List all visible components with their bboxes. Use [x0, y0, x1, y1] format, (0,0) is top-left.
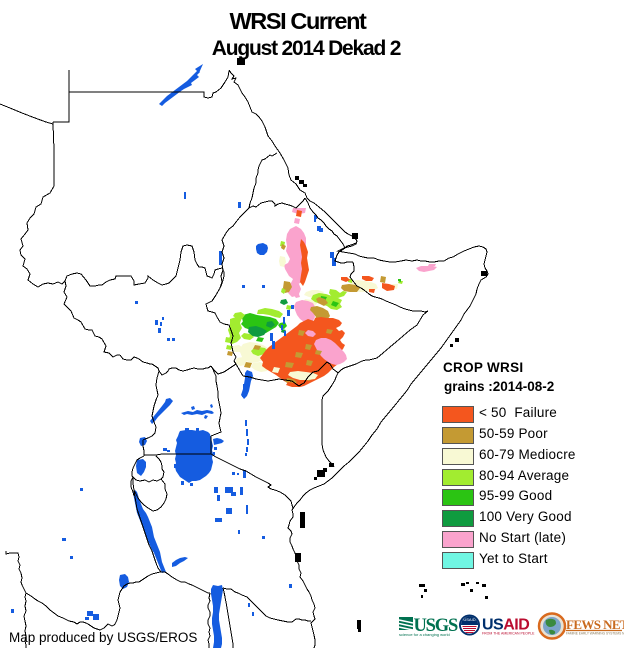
- svg-text:FAMINE EARLY WARNING SYSTEMS N: FAMINE EARLY WARNING SYSTEMS NETWORK: [566, 632, 624, 636]
- svg-text:science for a changing world: science for a changing world: [399, 632, 450, 637]
- svg-text:FEWS NET: FEWS NET: [566, 617, 624, 632]
- svg-text:USAID: USAID: [463, 617, 475, 622]
- svg-text:USAID: USAID: [482, 617, 529, 634]
- svg-text:USGS: USGS: [414, 616, 458, 636]
- svg-text:FROM THE AMERICAN PEOPLE: FROM THE AMERICAN PEOPLE: [482, 632, 535, 636]
